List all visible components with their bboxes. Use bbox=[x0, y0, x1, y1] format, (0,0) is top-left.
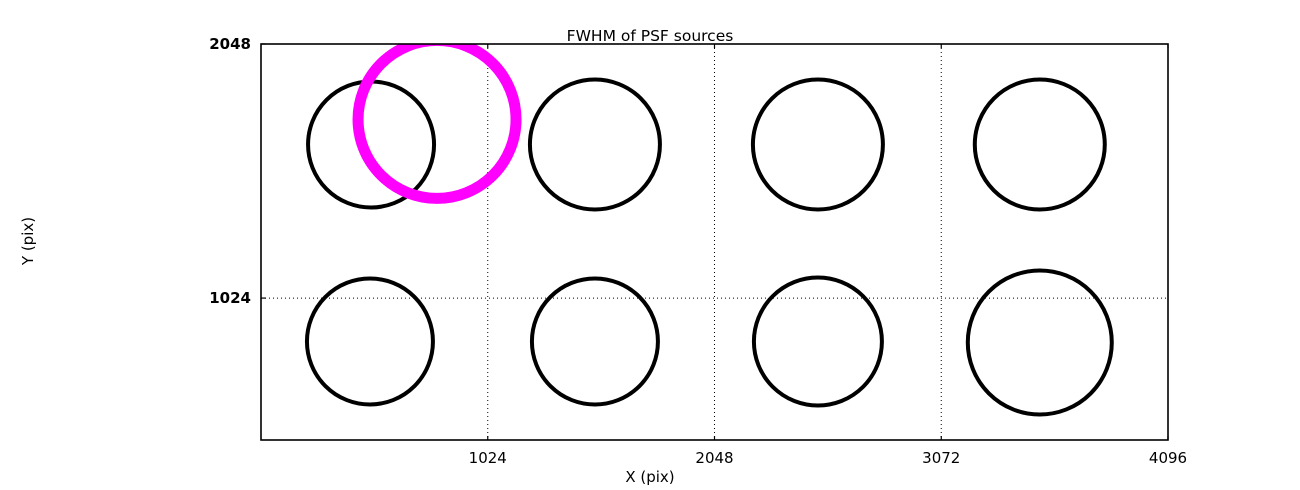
x-tick-label-4096: 4096 bbox=[1148, 449, 1188, 467]
chart-title: FWHM of PSF sources bbox=[566, 27, 734, 45]
psf-source-marker bbox=[965, 268, 1114, 417]
psf-source-marker bbox=[529, 276, 660, 407]
series-1 bbox=[352, 44, 522, 204]
x-axis-label: X (pix) bbox=[625, 468, 675, 486]
psf-source-marker bbox=[972, 77, 1107, 212]
psf-source-marker bbox=[304, 276, 435, 407]
plot-background bbox=[261, 44, 1168, 440]
axis-tick-marks bbox=[261, 43, 1169, 440]
psf-source-marker bbox=[750, 77, 885, 212]
series-0 bbox=[304, 77, 1114, 417]
x-tick-label-1024: 1024 bbox=[468, 449, 507, 467]
y-tick-label-1024: 1024 bbox=[209, 289, 251, 308]
psf-source-marker bbox=[527, 77, 662, 212]
data-series-layer bbox=[304, 44, 1114, 417]
y-axis-label: Y (pix) bbox=[19, 216, 37, 266]
psf-source-marker bbox=[751, 275, 884, 408]
x-tick-label-2048: 2048 bbox=[695, 449, 734, 467]
psf-source-marker bbox=[352, 44, 522, 204]
x-tick-label-3072: 3072 bbox=[922, 449, 961, 467]
y-tick-label-2048: 2048 bbox=[209, 35, 251, 53]
